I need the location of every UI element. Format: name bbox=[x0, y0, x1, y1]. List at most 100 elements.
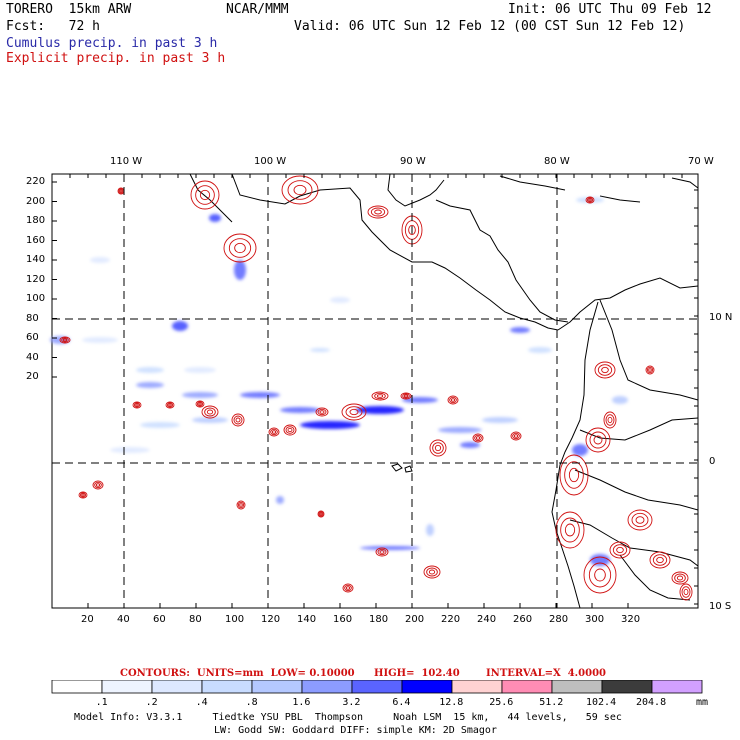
legend-explicit: Explicit precip. in past 3 h bbox=[6, 51, 226, 66]
explicit-precip-contours bbox=[59, 175, 693, 601]
colorbar-label: 3.2 bbox=[342, 697, 361, 708]
colorbar-label: 25.6 bbox=[489, 697, 514, 708]
explicit-contour bbox=[318, 511, 324, 517]
colorbar-label: .8 bbox=[245, 697, 258, 708]
lon-label-90w: 90 W bbox=[400, 156, 426, 167]
physics-info: LW: Godd SW: Goddard DIFF: simple KM: 2D… bbox=[214, 725, 497, 736]
explicit-contour bbox=[133, 402, 141, 408]
cumulus-blob bbox=[209, 214, 221, 222]
explicit-contour bbox=[233, 415, 243, 425]
explicit-contour bbox=[341, 403, 367, 421]
explicit-contour bbox=[228, 238, 252, 258]
lat-lon-grid bbox=[52, 174, 698, 608]
colorbar-swatch bbox=[51, 680, 103, 694]
explicit-contour bbox=[231, 413, 245, 427]
y-tick-label: 160 bbox=[26, 234, 46, 246]
explicit-contour bbox=[94, 481, 102, 489]
explicit-contour bbox=[135, 403, 139, 407]
explicit-contour bbox=[119, 189, 123, 193]
lon-label-80w: 80 W bbox=[544, 156, 570, 167]
cumulus-blob bbox=[438, 427, 482, 433]
y-tick-label: 20 bbox=[26, 371, 39, 382]
lon-label-70w: 70 W bbox=[688, 156, 714, 167]
explicit-contour bbox=[671, 571, 689, 585]
explicit-contour bbox=[367, 205, 389, 219]
lon-label-100w: 100 W bbox=[254, 156, 287, 167]
explicit-contour bbox=[609, 541, 631, 559]
explicit-contour bbox=[583, 556, 617, 594]
explicit-contour bbox=[605, 414, 615, 426]
x-tick-label: 300 bbox=[585, 614, 605, 625]
explicit-contour bbox=[199, 189, 211, 201]
cumulus-blob bbox=[276, 496, 284, 504]
cumulus-blob bbox=[402, 397, 438, 403]
explicit-contour bbox=[589, 431, 607, 449]
y-tick-label: 40 bbox=[26, 351, 39, 363]
explicit-contour bbox=[585, 427, 611, 453]
explicit-contour bbox=[281, 175, 319, 205]
explicit-contour bbox=[59, 336, 71, 344]
colorbar-label: 204.8 bbox=[636, 697, 667, 708]
explicit-contour bbox=[271, 430, 277, 434]
forecast-hour: Fcst: 72 h bbox=[6, 19, 100, 34]
colorbar-swatch bbox=[651, 680, 703, 694]
explicit-contour bbox=[268, 427, 280, 437]
x-tick-label: 100 bbox=[225, 614, 245, 625]
colorbar-label: 51.2 bbox=[539, 697, 564, 708]
contours-interval: INTERVAL=X 4.0000 bbox=[486, 668, 606, 679]
cumulus-blob bbox=[426, 524, 434, 536]
explicit-contour bbox=[345, 406, 363, 418]
explicit-contour bbox=[564, 523, 576, 537]
cumulus-blob bbox=[234, 260, 246, 280]
y-tick-label: 220 bbox=[26, 176, 46, 187]
explicit-contour bbox=[429, 439, 447, 457]
explicit-contour bbox=[447, 395, 459, 405]
model-info: Model Info: V3.3.1 Tiedtke YSU PBL Thomp… bbox=[74, 712, 622, 723]
explicit-contour bbox=[317, 408, 327, 416]
cumulus-blob bbox=[572, 444, 588, 456]
explicit-contour bbox=[315, 407, 329, 417]
x-tick-label: 20 bbox=[81, 614, 94, 625]
explicit-contour bbox=[201, 405, 219, 419]
explicit-contour bbox=[432, 442, 444, 454]
y-tick-label: 100 bbox=[26, 293, 46, 304]
explicit-contour bbox=[400, 392, 412, 400]
cumulus-blob bbox=[460, 442, 480, 448]
explicit-contour bbox=[564, 461, 584, 489]
explicit-contour bbox=[206, 409, 214, 415]
colorbar-label: 6.4 bbox=[392, 697, 411, 708]
colorbar-swatch bbox=[151, 680, 203, 694]
x-tick-label: 60 bbox=[153, 614, 166, 625]
explicit-contour bbox=[403, 394, 409, 398]
cumulus-blob bbox=[136, 382, 164, 388]
explicit-contour bbox=[166, 402, 174, 408]
explicit-contour bbox=[555, 511, 585, 549]
explicit-contour bbox=[204, 407, 216, 417]
colorbar-unit: mm bbox=[696, 697, 709, 708]
plot-frame bbox=[51, 173, 699, 609]
explicit-contour bbox=[612, 544, 628, 556]
explicit-contour bbox=[646, 366, 654, 374]
explicit-contour bbox=[344, 584, 352, 592]
explicit-contour bbox=[472, 433, 484, 443]
colorbar-swatch bbox=[501, 680, 553, 694]
colorbar-swatch bbox=[301, 680, 353, 694]
explicit-contour bbox=[165, 401, 175, 409]
organization-label: NCAR/MMM bbox=[226, 2, 289, 17]
explicit-contour bbox=[319, 410, 325, 414]
legend-cumulus: Cumulus precip. in past 3 h bbox=[6, 36, 218, 51]
explicit-contour bbox=[568, 467, 580, 483]
explicit-contour bbox=[236, 500, 246, 510]
explicit-contour bbox=[676, 575, 684, 581]
explicit-contour bbox=[270, 428, 278, 436]
x-tick-label: 40 bbox=[117, 614, 130, 625]
explicit-contour bbox=[681, 586, 691, 598]
explicit-contour bbox=[62, 338, 68, 342]
explicit-contour bbox=[449, 396, 457, 404]
explicit-contour bbox=[597, 364, 613, 376]
cumulus-blob bbox=[280, 407, 320, 413]
contours-high: HIGH= 102.40 bbox=[374, 668, 460, 679]
colorbar-label: .4 bbox=[195, 697, 208, 708]
explicit-contour bbox=[588, 562, 612, 588]
x-tick-label: 240 bbox=[477, 614, 497, 625]
